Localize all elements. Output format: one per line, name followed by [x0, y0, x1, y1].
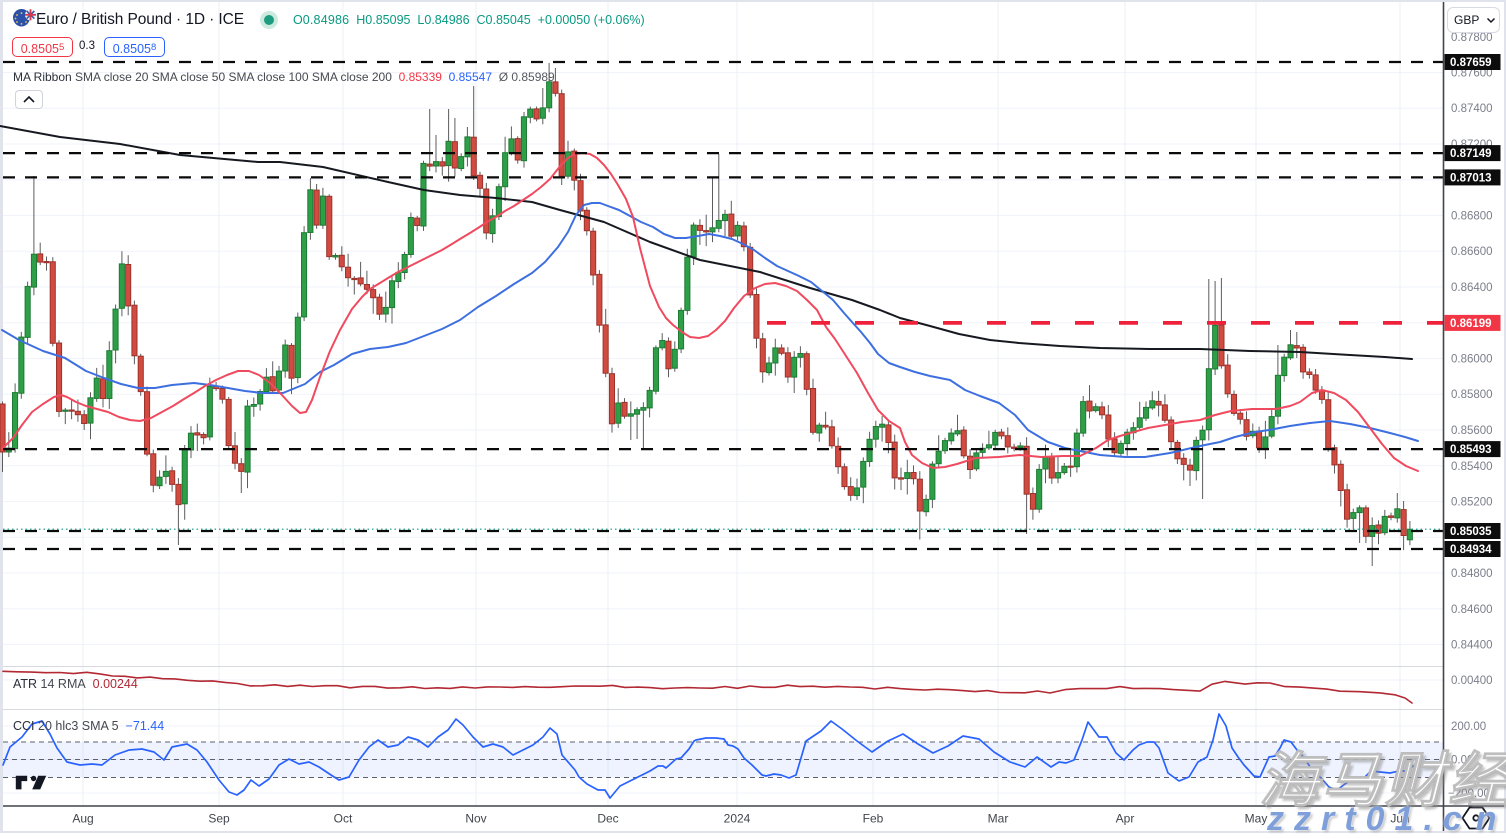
- svg-text:Sep: Sep: [208, 812, 230, 826]
- svg-text:0.85600: 0.85600: [1451, 425, 1493, 437]
- svg-text:Aug: Aug: [72, 812, 93, 826]
- svg-text:2024: 2024: [724, 812, 751, 826]
- svg-text:Nov: Nov: [465, 812, 486, 826]
- svg-text:0.85400: 0.85400: [1451, 461, 1493, 473]
- svg-text:0.87400: 0.87400: [1451, 103, 1493, 115]
- svg-text:0.86600: 0.86600: [1451, 246, 1493, 258]
- svg-text:0.86000: 0.86000: [1451, 354, 1493, 366]
- svg-text:Jun: Jun: [1390, 812, 1409, 826]
- svg-text:0.87600: 0.87600: [1451, 68, 1493, 80]
- svg-text:Oct: Oct: [334, 812, 353, 826]
- svg-text:0.86800: 0.86800: [1451, 211, 1493, 223]
- svg-text:0.86199: 0.86199: [1450, 318, 1492, 330]
- svg-text:May: May: [1245, 812, 1268, 826]
- svg-text:0.85035: 0.85035: [1450, 526, 1492, 538]
- svg-text:0.84934: 0.84934: [1450, 544, 1492, 556]
- svg-text:Dec: Dec: [597, 812, 618, 826]
- svg-text:0.87013: 0.87013: [1450, 172, 1492, 184]
- svg-text:200.00: 200.00: [1451, 721, 1486, 733]
- svg-text:0.84400: 0.84400: [1451, 640, 1493, 652]
- svg-text:0.86400: 0.86400: [1451, 282, 1493, 294]
- svg-text:−200.00: −200.00: [1448, 788, 1490, 800]
- svg-text:Apr: Apr: [1116, 812, 1135, 826]
- svg-text:0.87659: 0.87659: [1450, 57, 1492, 69]
- svg-text:0.85493: 0.85493: [1450, 444, 1492, 456]
- svg-text:0.00: 0.00: [1451, 755, 1473, 767]
- svg-text:Mar: Mar: [988, 812, 1009, 826]
- svg-text:0.87800: 0.87800: [1451, 32, 1493, 44]
- svg-text:0.85800: 0.85800: [1451, 389, 1493, 401]
- svg-text:0.00400: 0.00400: [1451, 675, 1493, 687]
- svg-text:0.87149: 0.87149: [1450, 148, 1492, 160]
- svg-text:0.84800: 0.84800: [1451, 568, 1493, 580]
- svg-text:0.84600: 0.84600: [1451, 604, 1493, 616]
- svg-text:Feb: Feb: [863, 812, 884, 826]
- svg-text:0.85200: 0.85200: [1451, 497, 1493, 509]
